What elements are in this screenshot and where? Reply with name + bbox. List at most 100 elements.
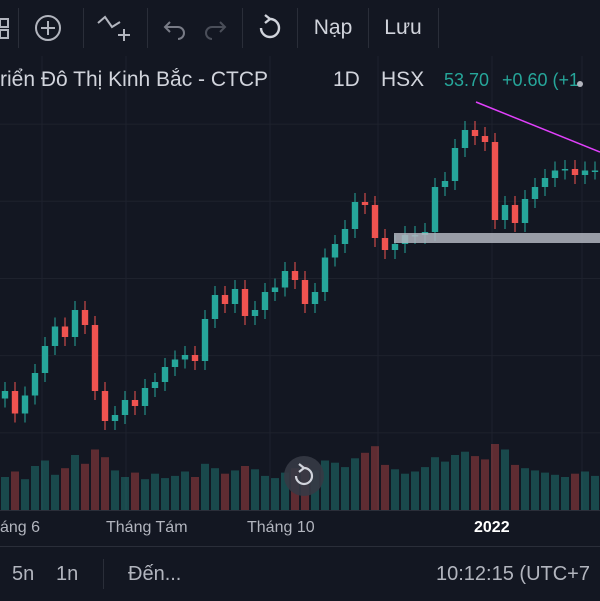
trendline[interactable] — [475, 101, 600, 153]
candle-body — [541, 178, 549, 187]
bottom-toolbar: 5n 1n Đến... 10:12:15 (UTC+7 — [0, 546, 600, 601]
volume-bar — [321, 460, 329, 510]
goto-date-button[interactable]: Đến... — [128, 563, 182, 585]
volume-bar — [481, 459, 489, 510]
volume-bar — [471, 456, 479, 510]
symbol-legend: riển Đô Thị Kinh Bắc - CTCP 1D HSX 53.70… — [0, 68, 600, 98]
volume-bar — [391, 469, 399, 510]
plus-circle-icon[interactable] — [30, 10, 66, 46]
candle-body — [71, 310, 79, 337]
volume-bar — [551, 474, 559, 510]
candle-body — [1, 391, 9, 399]
range-5d-button[interactable]: 5n — [12, 563, 35, 585]
candle-body — [331, 244, 339, 258]
price-chart[interactable] — [0, 56, 600, 510]
toolbar-divider — [368, 8, 369, 48]
load-button[interactable]: Nạp — [313, 16, 353, 39]
volume-bar — [421, 467, 429, 510]
toolbar-divider — [242, 8, 243, 48]
volume-bar — [111, 470, 119, 510]
top-toolbar: Nạp Lưu — [0, 0, 600, 56]
candle-body — [321, 257, 329, 292]
range-1d-button[interactable]: 1n — [56, 563, 79, 585]
clock-timezone[interactable]: 10:12:15 (UTC+7 — [436, 563, 590, 585]
volume-bar — [351, 458, 359, 510]
axis-label-2022: 2022 — [474, 519, 510, 536]
axis-label-june: áng 6 — [0, 519, 41, 536]
candle-body — [531, 187, 539, 199]
candle-body — [261, 292, 269, 310]
candle-body — [581, 170, 589, 175]
candle-body — [561, 169, 569, 171]
volume-bar — [251, 469, 259, 510]
refresh-icon[interactable] — [254, 10, 286, 46]
volume-bar — [141, 479, 149, 510]
toolbar-divider — [83, 8, 84, 48]
axis-label-august: Tháng Tám — [106, 519, 188, 536]
volume-bar — [341, 467, 349, 510]
volume-bar — [121, 477, 129, 510]
symbol-name[interactable]: riển Đô Thị Kinh Bắc - CTCP — [0, 68, 269, 91]
horizontal-rectangle[interactable] — [394, 233, 600, 243]
candle-body — [481, 136, 489, 142]
toolbar-divider — [147, 8, 148, 48]
candle-body — [371, 205, 379, 238]
volume-bar — [491, 444, 499, 510]
chart-canvas[interactable] — [0, 56, 600, 510]
interval-label: 1D — [333, 68, 360, 91]
candle-body — [251, 310, 259, 316]
volume-bar — [261, 475, 269, 510]
candle-body — [41, 346, 49, 373]
candle-body — [451, 148, 459, 181]
volume-bar — [61, 468, 69, 510]
candle-body — [551, 170, 559, 178]
candle-body — [281, 271, 289, 288]
candle-body — [521, 199, 529, 223]
undo-icon[interactable] — [160, 10, 190, 46]
candle-body — [311, 292, 319, 304]
volume-bar — [211, 468, 219, 510]
toolbar-divider — [18, 8, 19, 48]
volume-bar — [221, 473, 229, 510]
volume-bar — [181, 471, 189, 510]
candle-body — [271, 287, 279, 292]
redo-icon[interactable] — [200, 10, 230, 46]
candle-body — [241, 289, 249, 316]
exchange-label: HSX — [381, 68, 425, 91]
candle-body — [161, 367, 169, 382]
candle-body — [131, 400, 139, 406]
volume-bar — [281, 472, 289, 510]
candle-body — [221, 295, 229, 304]
candle-body — [31, 373, 39, 396]
volume-bar — [591, 475, 599, 510]
candle-body — [441, 181, 449, 187]
last-price: 53.70 — [444, 70, 490, 90]
toolbar-divider — [438, 8, 439, 48]
candle-body — [101, 391, 109, 421]
candle-body — [591, 170, 599, 172]
volume-bar — [581, 471, 589, 510]
volume-bar — [331, 462, 339, 510]
grid-icon[interactable] — [0, 10, 14, 46]
candle-body — [211, 295, 219, 319]
candle-body — [181, 355, 189, 360]
candle-body — [191, 355, 199, 361]
save-button[interactable]: Lưu — [384, 16, 422, 39]
line-plus-icon[interactable] — [94, 10, 134, 46]
price-change: +0.60 (+1 — [502, 70, 580, 90]
volume-bar — [501, 449, 509, 510]
volume-bar — [1, 477, 9, 510]
volume-bar — [571, 473, 579, 510]
time-axis[interactable]: áng 6 Tháng Tám Tháng 10 2022 — [0, 510, 600, 547]
volume-bar — [511, 464, 519, 510]
volume-bar — [131, 472, 139, 510]
volume-bar — [451, 455, 459, 510]
candle-body — [381, 238, 389, 250]
candle-body — [121, 400, 129, 415]
status-dot — [577, 81, 583, 87]
candle-body — [171, 359, 179, 367]
candle-body — [151, 382, 159, 388]
volume-bar — [271, 478, 279, 510]
bottom-divider — [103, 559, 104, 589]
reset-chart-button[interactable] — [284, 456, 324, 496]
